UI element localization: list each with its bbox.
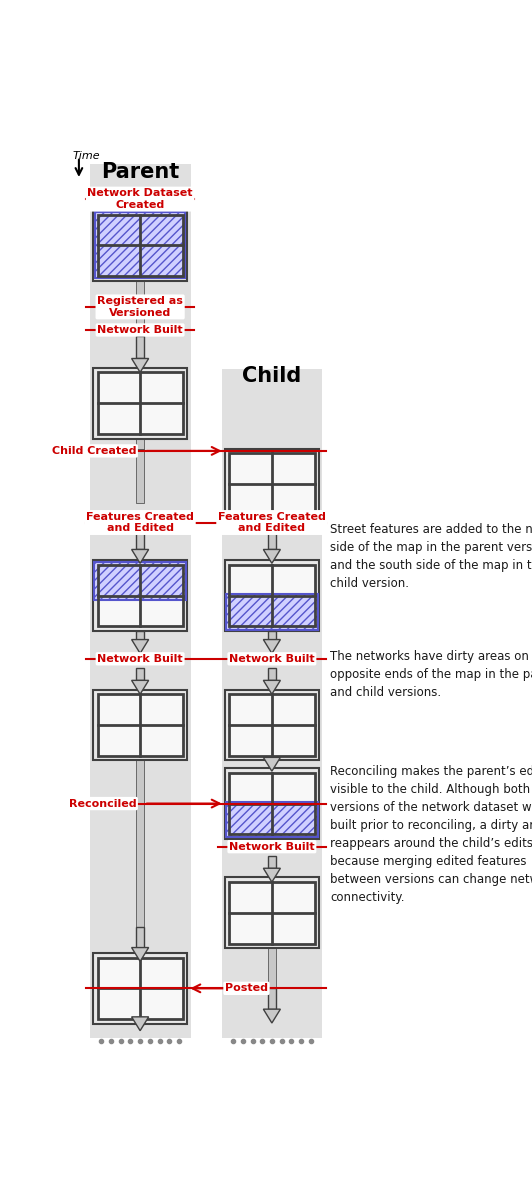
Bar	[97, 214, 183, 276]
Bar	[268, 948, 276, 988]
Bar	[229, 565, 314, 627]
Text: Network Built: Network Built	[97, 654, 183, 663]
Bar	[136, 761, 144, 927]
Bar	[93, 953, 187, 1024]
Bar	[268, 988, 276, 1010]
Bar	[229, 454, 314, 515]
Text: Time: Time	[73, 151, 101, 160]
Bar	[97, 958, 183, 1019]
Bar	[136, 927, 144, 947]
Bar	[93, 689, 187, 761]
Text: Registered as
Versioned: Registered as Versioned	[97, 296, 183, 318]
Bar	[229, 882, 314, 944]
Text: Features Created
and Edited: Features Created and Edited	[86, 511, 194, 534]
Bar	[229, 565, 314, 627]
Bar	[94, 562, 186, 600]
Bar	[226, 802, 318, 838]
Bar	[229, 454, 314, 515]
Text: Network Built: Network Built	[229, 841, 315, 852]
Text: Reconciling makes the parent’s edits
visible to the child. Although both
version: Reconciling makes the parent’s edits vis…	[330, 765, 532, 904]
Bar	[97, 372, 183, 434]
Bar	[97, 694, 183, 756]
Polygon shape	[263, 640, 280, 654]
Text: Network Built: Network Built	[97, 325, 183, 335]
Bar	[93, 561, 187, 631]
Polygon shape	[263, 549, 280, 563]
Bar	[268, 534, 276, 549]
Polygon shape	[263, 1010, 280, 1023]
Text: Street features are added to the north
side of the map in the parent version
and: Street features are added to the north s…	[330, 523, 532, 589]
Bar	[90, 165, 190, 1039]
Bar	[93, 210, 187, 280]
Bar	[229, 773, 314, 834]
Bar	[136, 1017, 144, 1024]
Text: Child Created: Child Created	[52, 446, 136, 456]
Bar	[136, 668, 144, 681]
Bar	[97, 565, 183, 627]
Text: The networks have dirty areas on
opposite ends of the map in the parent
and chil: The networks have dirty areas on opposit…	[330, 649, 532, 699]
Bar	[136, 631, 144, 640]
Bar	[136, 449, 144, 503]
Bar	[229, 694, 314, 756]
Bar	[136, 438, 144, 449]
Bar	[225, 768, 319, 839]
Bar	[268, 631, 276, 640]
Polygon shape	[131, 947, 148, 961]
Bar	[226, 595, 318, 629]
Text: Network Dataset
Created: Network Dataset Created	[87, 188, 193, 210]
Bar	[268, 668, 276, 681]
Bar	[225, 561, 319, 631]
Polygon shape	[131, 549, 148, 563]
Polygon shape	[263, 868, 280, 882]
Polygon shape	[131, 358, 148, 372]
Bar	[225, 449, 319, 519]
Bar	[136, 534, 144, 549]
Bar	[97, 372, 183, 434]
Bar	[136, 336, 144, 358]
Bar	[93, 368, 187, 438]
Bar	[229, 882, 314, 944]
Bar	[97, 565, 183, 627]
Bar	[97, 958, 183, 1019]
Bar	[136, 280, 144, 302]
Bar	[221, 369, 322, 1039]
Bar	[268, 757, 276, 761]
Text: Reconciled: Reconciled	[69, 799, 136, 808]
Polygon shape	[131, 1017, 148, 1031]
Text: Posted: Posted	[225, 984, 268, 993]
Polygon shape	[131, 681, 148, 694]
Polygon shape	[131, 640, 148, 654]
Bar	[225, 689, 319, 761]
Polygon shape	[263, 757, 280, 772]
Bar	[225, 878, 319, 948]
Text: Network Built: Network Built	[229, 654, 315, 663]
Bar	[268, 839, 276, 842]
Text: Child: Child	[242, 366, 302, 386]
Text: Parent: Parent	[101, 163, 179, 183]
Bar	[268, 856, 276, 868]
Bar	[97, 694, 183, 756]
Bar	[97, 214, 183, 276]
Text: Features Created
and Edited: Features Created and Edited	[218, 511, 326, 534]
Bar	[136, 316, 144, 326]
Bar	[229, 773, 314, 834]
Polygon shape	[263, 681, 280, 694]
Bar	[95, 212, 185, 278]
Bar	[229, 694, 314, 756]
